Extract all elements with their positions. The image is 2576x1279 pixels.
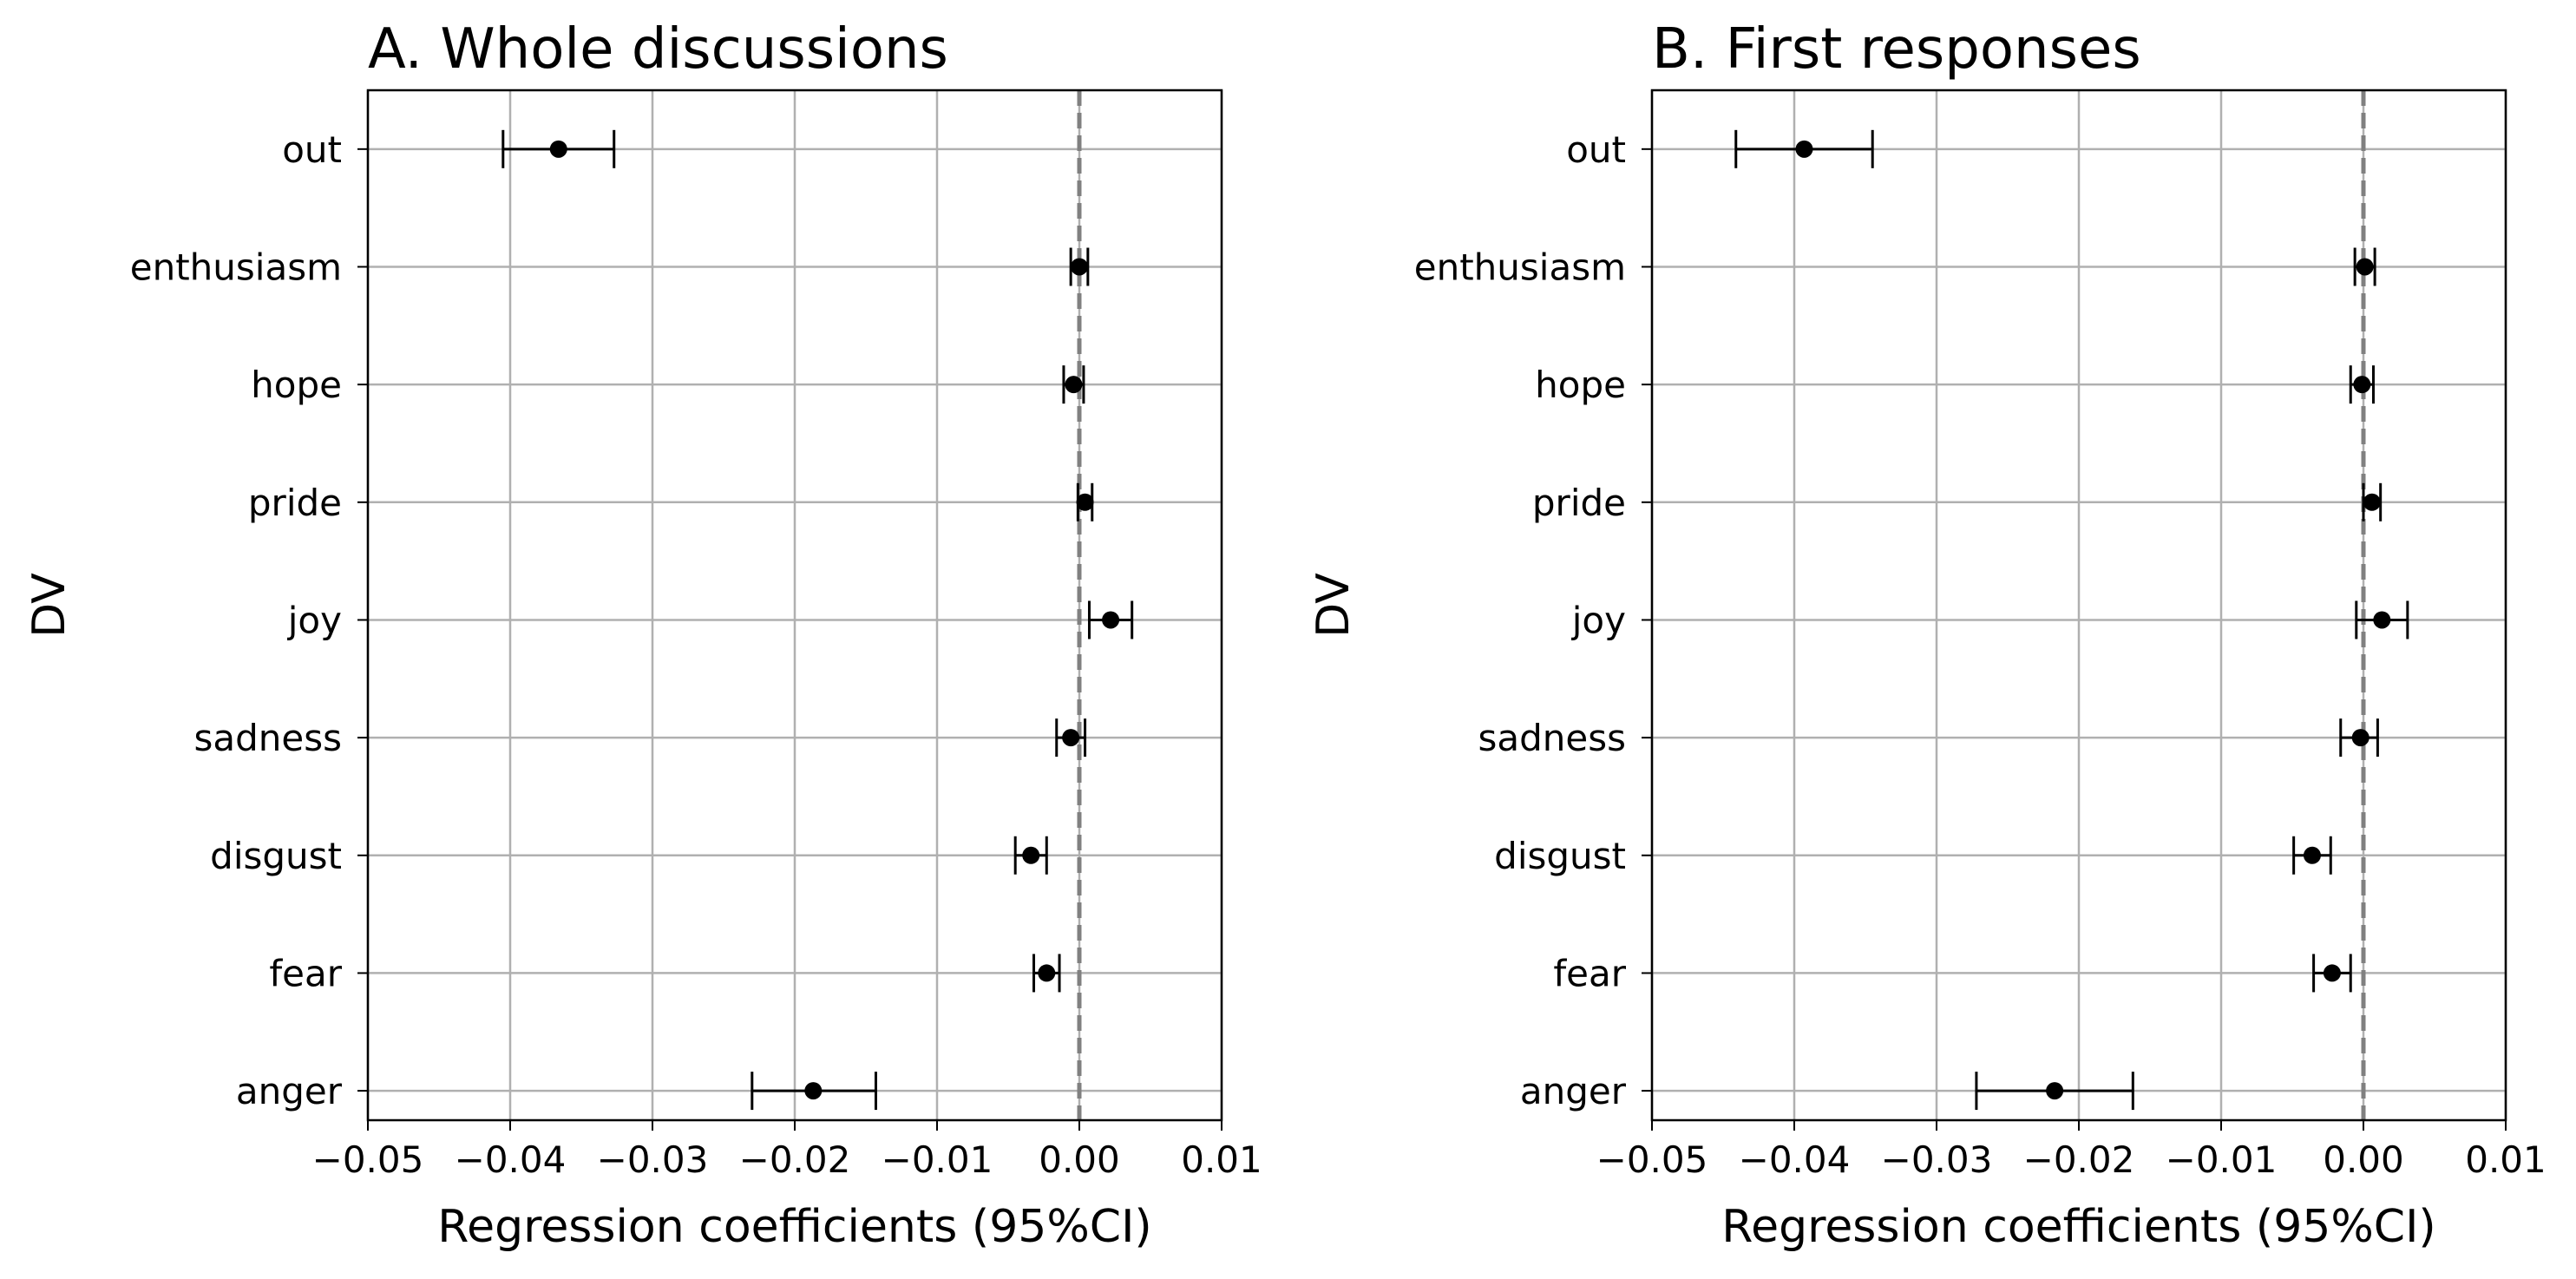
category-label: joy [287,599,342,641]
coefficient-point [1071,258,1088,276]
category-label: fear [269,952,342,994]
x-tick-label: −0.03 [597,1138,709,1181]
panel-title: A. Whole discussions [368,17,948,82]
category-label: hope [251,364,342,406]
category-label: anger [236,1070,343,1112]
panel-title: B. First responses [1652,17,2141,82]
x-tick-label: −0.04 [455,1138,567,1181]
coefficient-point [2373,611,2391,629]
panel-first-responses: −0.05 −0.04 −0.03 −0.02 −0.01 0.00 0.01 out enth… [1308,17,2547,1253]
category-label: sadness [193,717,342,759]
coefficient-point [2323,964,2341,982]
category-label: out [282,128,342,171]
x-tick-label: −0.04 [1739,1138,1851,1181]
axes-frame [1650,89,2507,1122]
category-label: enthusiasm [130,246,342,288]
x-axis-title: Regression coefficients (95%CI) [437,1201,1151,1253]
category-label: fear [1553,952,1626,994]
category-label: disgust [210,835,342,877]
x-tick-label: −0.05 [1596,1138,1708,1181]
coefficient-point [1102,611,1120,629]
x-tick-label: 0.00 [1039,1138,1120,1181]
category-label: sadness [1478,717,1626,759]
x-tick-label: 0.00 [2323,1138,2404,1181]
coefficient-point [1038,964,1056,982]
coefficient-point [549,140,567,158]
x-tick-label: 0.01 [1181,1138,1262,1181]
coefficient-point [2353,376,2371,394]
category-label: out [1566,128,1626,171]
y-axis-title: DV [23,573,75,638]
x-tick-label: −0.02 [2023,1138,2135,1181]
coefficient-point [2303,846,2321,864]
coefficient-point [2046,1082,2064,1100]
coefficient-point [1065,376,1083,394]
coefficient-point [1062,729,1080,747]
category-label: joy [1571,599,1626,641]
x-axis-title: Regression coefficients (95%CI) [1721,1201,2435,1253]
x-tick-label: −0.05 [312,1138,424,1181]
x-tick-label: −0.01 [882,1138,993,1181]
axes-frame [366,89,1223,1122]
category-label: pride [248,482,342,524]
coefficient-point [1795,140,1813,158]
coefficient-point [2356,258,2374,276]
coefficient-point [1076,493,1094,511]
category-label: hope [1535,364,1626,406]
y-axis-title: DV [1308,573,1360,638]
x-tick-label: −0.02 [739,1138,851,1181]
x-tick-label: −0.03 [1881,1138,1993,1181]
coefficient-point [1022,846,1040,864]
x-tick-label: 0.01 [2465,1138,2547,1181]
coefficient-point [2351,729,2370,747]
x-tick-label: −0.01 [2166,1138,2278,1181]
coefficient-point [2363,493,2381,511]
category-label: pride [1532,482,1626,524]
category-label: anger [1520,1070,1627,1112]
category-label: enthusiasm [1414,246,1626,288]
category-label: disgust [1494,835,1626,877]
coefficient-point [804,1082,823,1100]
panel-whole-discussions: −0.05 −0.04 −0.03 −0.02 −0.01 0.00 0.01 out enth… [23,17,1262,1253]
